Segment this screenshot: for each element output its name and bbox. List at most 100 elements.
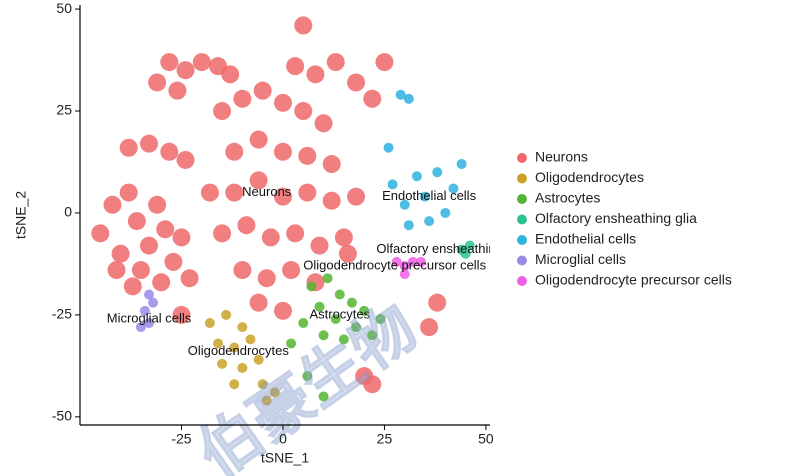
point [144,289,155,300]
point [204,318,215,329]
point [233,89,252,108]
point [156,220,175,239]
point [314,114,333,133]
y-axis-label: tSNE_2 [13,191,29,239]
x-tick-label: -25 [171,431,191,447]
point [322,155,341,174]
point [213,102,232,121]
point [286,224,305,243]
point [237,216,256,235]
point [420,318,439,337]
point [359,305,370,316]
point [229,342,240,353]
legend-marker [517,173,527,184]
point [273,187,292,206]
point [375,313,386,324]
plot-area [91,16,475,406]
point [322,191,341,210]
legend-marker [517,214,527,225]
point [225,142,244,161]
point [403,220,414,231]
point [257,269,276,288]
point [148,297,159,308]
point [403,93,414,104]
legend-label: Endothelial cells [535,231,636,247]
point [135,322,146,333]
point [387,179,398,190]
point [237,362,248,373]
point [347,187,366,206]
point [148,73,167,92]
legend-marker [517,235,527,245]
point [261,395,272,406]
legend-marker [517,194,527,204]
point [456,159,467,170]
point [302,371,313,382]
cluster-label: Oligodendrocyte precursor cells [303,257,486,272]
legend-label: Oligodendrocyte precursor cells [535,272,732,288]
point [273,142,292,161]
x-axis-label: tSNE_1 [261,450,309,466]
annotations: Neurons Endothelial cells Olfactory enshea… [107,184,527,358]
point [123,277,142,296]
point [420,191,431,202]
point [318,330,329,341]
point [200,183,219,202]
point [334,289,345,300]
point [322,273,333,284]
point [440,207,451,218]
point [363,89,382,108]
point [399,260,410,271]
legend-label: Microglial cells [535,251,626,267]
cluster-label: Endothelial cells [382,188,476,203]
point [249,171,268,190]
point [424,216,435,227]
legend-label: Astrocytes [535,190,600,206]
point [168,81,187,100]
point [273,301,292,320]
point [253,354,264,365]
cluster-label: Oligodendrocytes [188,343,290,358]
point [160,142,179,161]
cluster-label: Olfactory ensheathing glia [376,241,527,256]
point [273,93,292,112]
point [139,305,150,316]
point [152,273,171,292]
point [399,199,410,210]
y-tick-label: 50 [56,0,72,16]
point [286,338,297,349]
x-tick-label: 25 [377,431,393,447]
point [140,236,159,255]
point [460,248,471,259]
point [233,261,252,280]
legend-marker [517,276,527,286]
point [237,322,248,333]
point [225,183,244,202]
point [192,53,211,72]
point [253,81,272,100]
point [221,309,232,320]
point [103,195,122,214]
cluster-label: Astrocytes [309,306,370,321]
point [464,240,475,251]
point [286,57,305,76]
point [107,261,126,280]
point [172,305,191,324]
point [448,183,459,194]
y-tick-label: 25 [56,102,72,118]
point [160,53,179,72]
point [221,65,240,84]
point [310,236,329,255]
point [391,256,402,267]
point [127,212,146,231]
point [180,269,199,288]
point [318,391,329,402]
point [347,73,366,92]
point [306,65,325,84]
point [395,89,406,100]
x-tick-label: 50 [478,431,494,447]
point [245,334,256,345]
point [269,387,280,398]
point [383,142,394,153]
